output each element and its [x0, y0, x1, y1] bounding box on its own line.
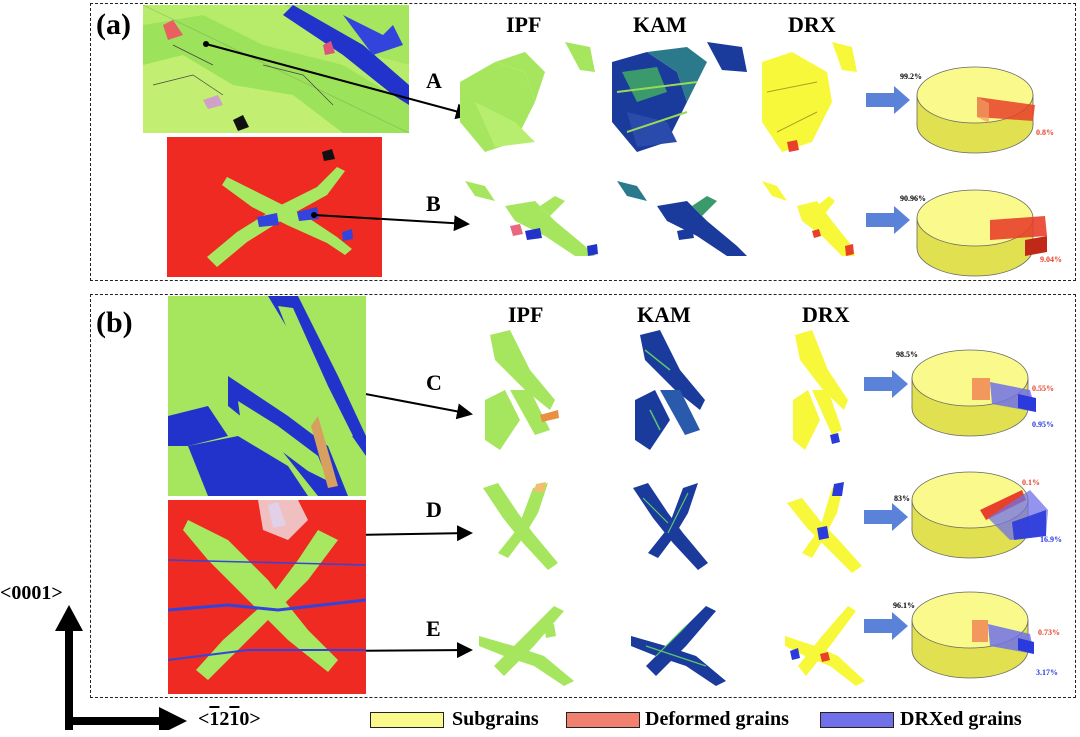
- col-header-ipf-a: IPF: [506, 12, 542, 37]
- kam-map-c: [630, 330, 710, 460]
- legend-swatch-subgrains: [370, 712, 444, 728]
- col-header-kam-b: KAM: [637, 302, 691, 327]
- block-arrow-d: [864, 503, 908, 531]
- row-label-a: A: [426, 68, 442, 93]
- legend-label-drx: DRXed grains: [900, 708, 1022, 730]
- panel-a: [90, 3, 1076, 281]
- ebsd-map-b1: [168, 296, 366, 496]
- pie-e-deformed-pct: 0.73%: [1038, 628, 1060, 637]
- block-arrow-c: [864, 370, 908, 398]
- row-label-c: C: [426, 370, 442, 395]
- pie-b: [916, 189, 1047, 277]
- kam-map-b: [607, 176, 752, 264]
- pie-d-subgrain-pct: 83%: [894, 494, 910, 503]
- ipf-map-b: [455, 176, 600, 264]
- panel-b-label: (b): [96, 306, 133, 339]
- ebsd-map-a2: [167, 137, 382, 277]
- drx-map-b: [757, 176, 857, 264]
- col-header-drx-b: DRX: [802, 302, 850, 327]
- pie-e-subgrain-pct: 96.1%: [893, 601, 915, 610]
- orientation-axes: [55, 605, 187, 730]
- ipf-map-e: [474, 596, 584, 688]
- axis-h-mid: 2: [219, 708, 230, 730]
- col-header-kam-a: KAM: [633, 12, 687, 37]
- axis-h-bar2: 1: [229, 708, 240, 730]
- panel-a-label: (a): [96, 8, 131, 41]
- axis-label-12-10: <1210>: [198, 708, 261, 731]
- ebsd-map-a1: [143, 5, 409, 133]
- pie-a-subgrain-pct: 99.2%: [900, 72, 922, 81]
- pie-a-deformed-pct: 0.8%: [1036, 128, 1054, 137]
- legend-label-deformed: Deformed grains: [645, 708, 789, 730]
- block-arrow-a: [866, 86, 910, 114]
- pie-b-deformed-pct: 9.04%: [1040, 255, 1062, 264]
- ebsd-map-b2: [168, 500, 366, 694]
- drx-map-a: [757, 42, 857, 157]
- col-header-ipf-b: IPF: [508, 302, 544, 327]
- kam-map-a: [607, 42, 747, 157]
- pie-c-drx-pct: 0.95%: [1032, 420, 1054, 429]
- pie-d-deformed-pct: 0.1%: [1022, 478, 1040, 487]
- pie-c-deformed-pct: 0.55%: [1032, 384, 1054, 393]
- pie-e: [911, 591, 1034, 679]
- legend-swatch-deformed: [566, 712, 640, 728]
- row-label-e: E: [426, 616, 441, 641]
- pie-e-drx-pct: 3.17%: [1036, 668, 1058, 677]
- pie-b-subgrain-pct: 90.96%: [900, 194, 926, 203]
- kam-map-d: [628, 478, 718, 578]
- pie-d: [911, 471, 1048, 559]
- ipf-map-c: [480, 330, 560, 460]
- col-header-drx-a: DRX: [788, 12, 836, 37]
- panel-b: [90, 294, 1076, 698]
- axis-h-prefix: <: [198, 708, 210, 730]
- block-arrow-b: [866, 206, 910, 234]
- kam-map-e: [626, 596, 736, 688]
- axis-label-0001: <0001>: [0, 582, 63, 604]
- pie-c-subgrain-pct: 98.5%: [896, 350, 918, 359]
- ipf-map-a: [455, 42, 595, 157]
- pie-a: [916, 66, 1035, 154]
- legend-label-subgrains: Subgrains: [452, 708, 539, 730]
- legend-swatch-drx: [820, 712, 894, 728]
- drx-map-d: [782, 478, 872, 578]
- block-arrow-e: [864, 612, 908, 640]
- drx-map-e: [780, 596, 870, 688]
- row-label-b: B: [426, 191, 441, 216]
- pie-d-drx-pct: 16.9%: [1040, 535, 1062, 544]
- drx-map-c: [790, 330, 850, 460]
- pie-c: [911, 349, 1036, 437]
- axis-h-bar1: 1: [209, 708, 220, 730]
- ipf-map-d: [478, 478, 568, 578]
- axis-h-end: 0>: [239, 708, 261, 730]
- row-label-d: D: [426, 497, 442, 522]
